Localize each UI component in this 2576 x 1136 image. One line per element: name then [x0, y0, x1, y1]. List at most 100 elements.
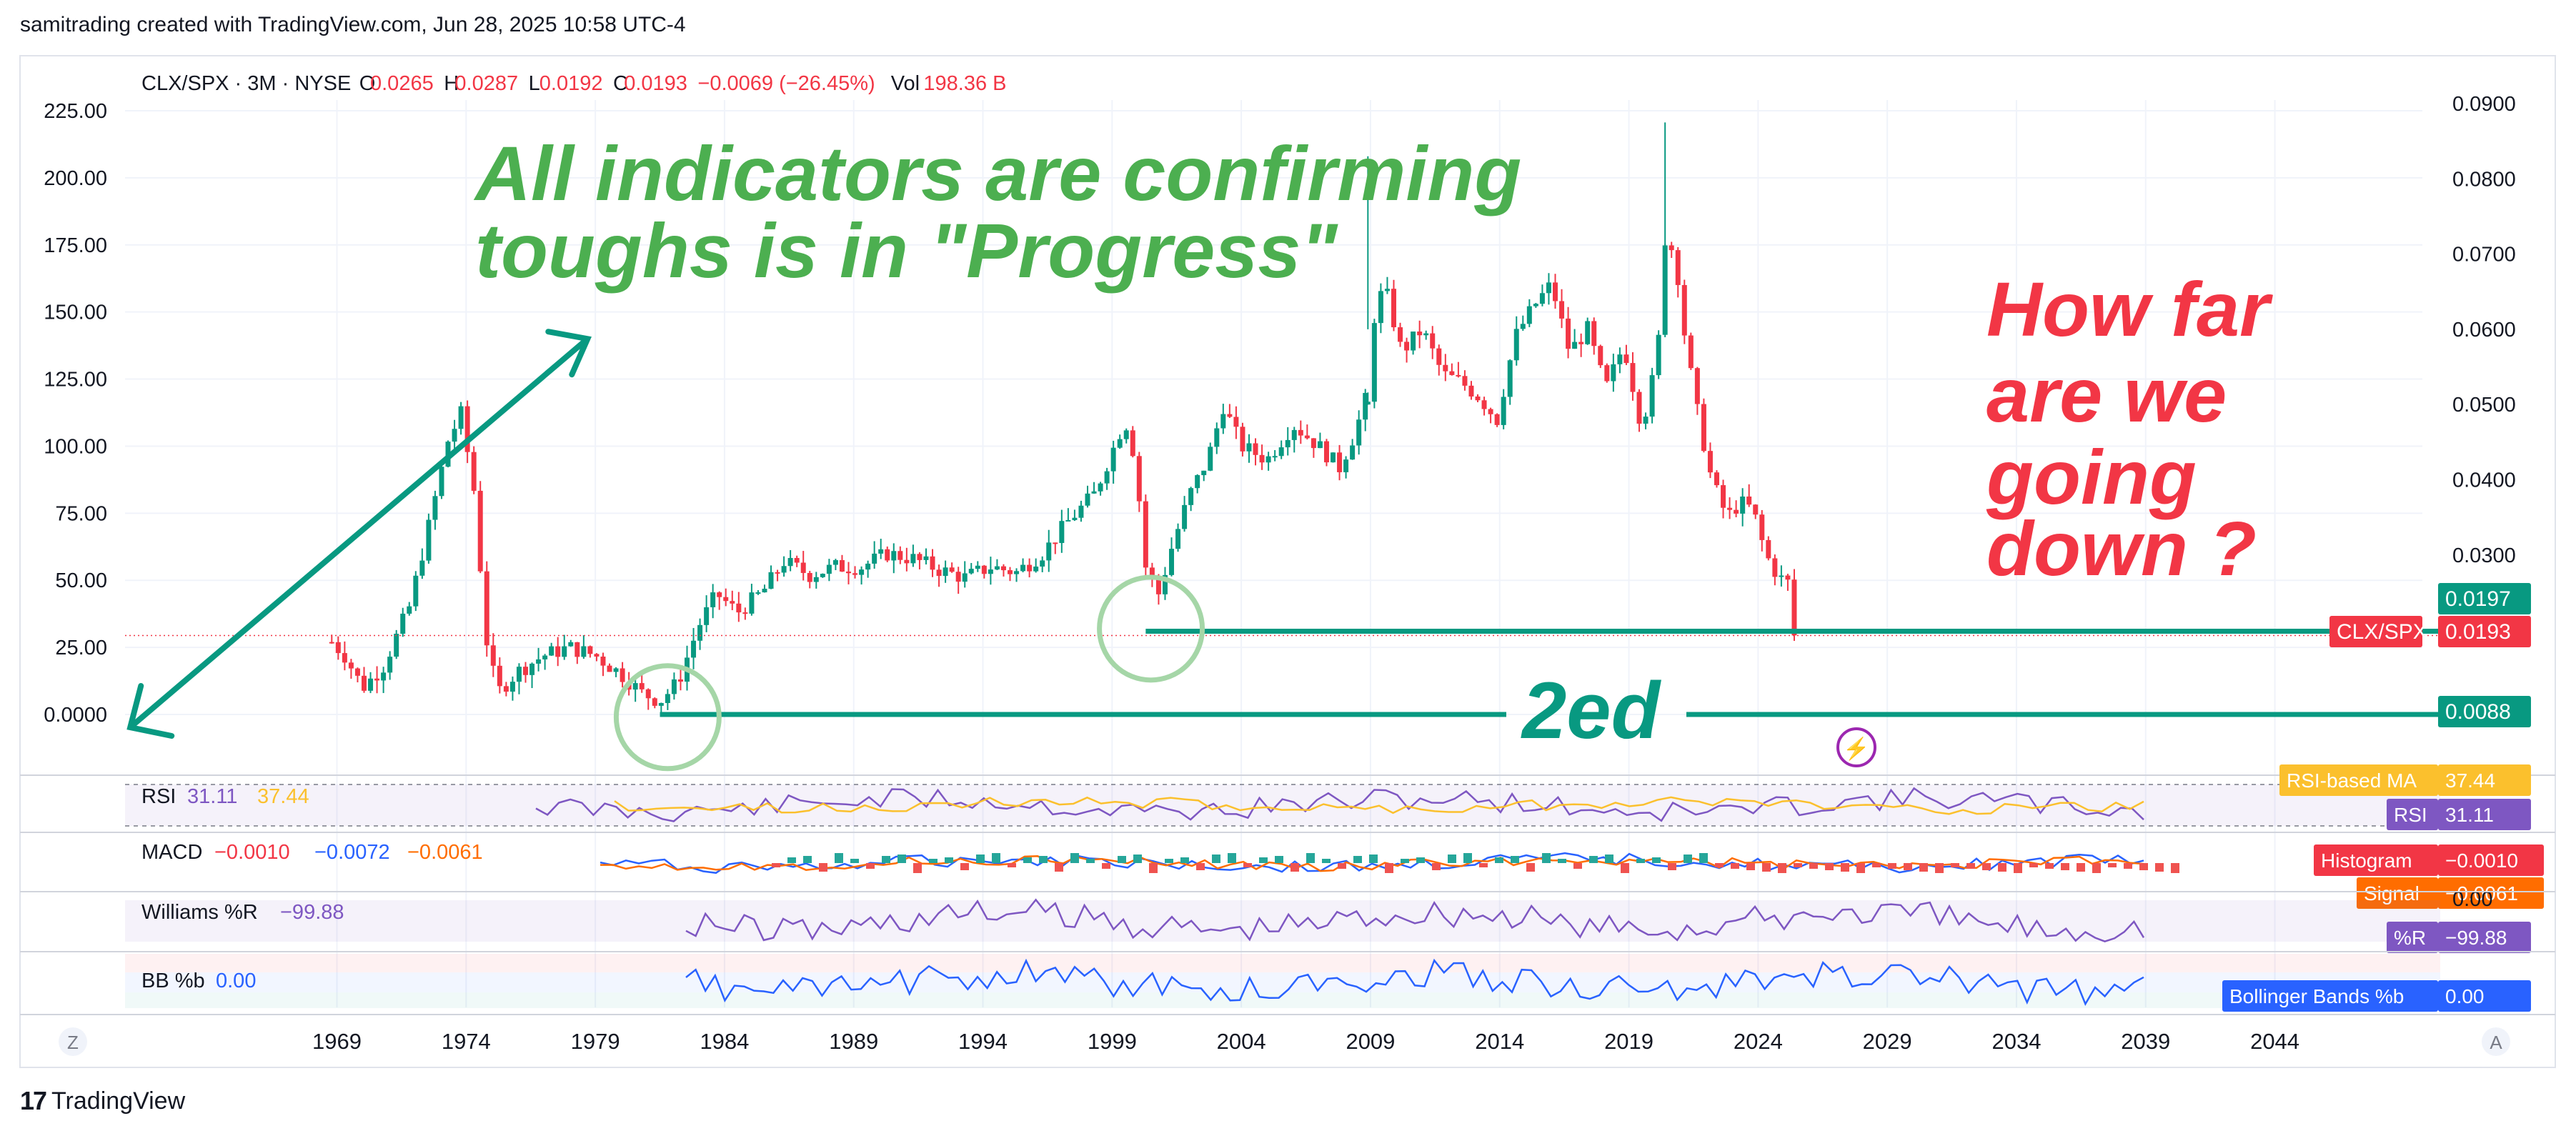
candle-body — [800, 562, 806, 573]
candle-body — [1411, 332, 1416, 351]
x-axis-tick: 2044 — [2250, 1029, 2299, 1054]
candle — [1456, 362, 1461, 378]
legend-l-label: L — [529, 72, 540, 95]
macd-histogram-bar — [1809, 863, 1818, 869]
candle — [1636, 389, 1642, 432]
bb-value-tag: 0.00 — [2445, 985, 2485, 1007]
candle-body — [1331, 452, 1336, 463]
candle-body — [1475, 396, 1481, 401]
macd-histogram-bar — [1416, 857, 1425, 863]
right-axis-tick: 0.0600 — [2452, 319, 2516, 342]
macd-histogram-bar — [1291, 863, 1299, 872]
candle-body — [1317, 441, 1323, 449]
x-axis-tick: 2034 — [1991, 1029, 2041, 1054]
macd-histogram-bar — [2155, 863, 2164, 872]
candle — [865, 560, 871, 578]
legend-change: −0.0069 (−26.45%) — [697, 72, 875, 95]
candle — [1059, 509, 1065, 553]
candle — [787, 549, 793, 572]
symbol-tag-value: 0.0193 — [2445, 620, 2511, 644]
candle-body — [1323, 441, 1329, 463]
candle-body — [639, 683, 645, 689]
candle-body — [1598, 346, 1603, 366]
candle-body — [1559, 301, 1565, 319]
candle — [859, 566, 865, 585]
candle-body — [419, 560, 425, 576]
macd-histogram-bar — [992, 853, 1000, 863]
macd-histogram-bar — [1385, 863, 1393, 873]
candle-body — [1630, 363, 1636, 392]
candle-body — [452, 429, 457, 442]
rsi-ma-tag-bg — [2279, 764, 2438, 796]
candle-body — [1014, 571, 1020, 574]
candle — [587, 645, 593, 658]
macd-histogram-bar — [976, 855, 985, 863]
candle-body — [1337, 452, 1343, 472]
histogram-value-tag: −0.0010 — [2445, 849, 2518, 872]
left-axis-tick: 50.00 — [55, 569, 107, 592]
zoom-right-label: A — [2490, 1032, 2502, 1053]
candle — [1053, 542, 1058, 554]
symbol-tag: CLX/SPX — [2337, 620, 2427, 644]
x-axis-tick: 2009 — [1346, 1029, 1395, 1054]
highlight-circle-1 — [613, 663, 722, 772]
macd-histogram-bar — [945, 857, 953, 863]
candle — [1785, 574, 1791, 591]
candle — [1384, 276, 1390, 294]
candle — [1417, 320, 1423, 349]
bb-upper-band — [125, 954, 2440, 972]
macd-histogram-bar — [1401, 859, 1409, 863]
candle — [885, 546, 890, 562]
rsi-value-1: 31.11 — [187, 785, 237, 808]
candle-body — [1694, 368, 1700, 404]
candle-body — [1311, 438, 1316, 449]
candle — [1681, 279, 1687, 344]
candle-body — [1740, 496, 1746, 514]
right-axis-tick: 0.0800 — [2452, 168, 2516, 191]
candle — [1188, 487, 1194, 512]
candle — [723, 588, 729, 607]
candle — [1008, 567, 1013, 582]
left-axis-tick: 150.00 — [44, 302, 107, 324]
macd-histogram-bar — [1684, 855, 1692, 863]
candle — [820, 573, 825, 578]
candle — [329, 634, 334, 644]
candle-body — [387, 657, 393, 673]
candle — [426, 513, 432, 564]
candle-body — [374, 678, 380, 681]
symbol-tag-value-bg — [2438, 616, 2531, 647]
candle — [1707, 442, 1713, 479]
candle-body — [536, 659, 542, 664]
candle-body — [755, 592, 761, 594]
macd-histogram-bar — [960, 863, 969, 870]
left-axis-tick: 0.0000 — [44, 704, 107, 727]
candle-body — [1494, 414, 1500, 425]
macd-histogram-bar — [1794, 863, 1802, 867]
rsi-band — [125, 784, 2440, 826]
candle-body — [432, 496, 438, 520]
candle — [1143, 494, 1148, 579]
candle — [1578, 333, 1584, 357]
tradingview-logo[interactable]: 17 TradingView — [20, 1086, 185, 1116]
tradingview-brand: TradingView — [51, 1087, 186, 1115]
candle — [1343, 456, 1349, 479]
candle — [1130, 426, 1135, 458]
candle-body — [697, 624, 703, 641]
x-axis-tick: 1969 — [312, 1029, 362, 1054]
candle-body — [439, 467, 444, 497]
candle-body — [665, 694, 670, 703]
candle-body — [1766, 539, 1771, 559]
left-axis-tick: 200.00 — [44, 167, 107, 190]
candle — [522, 662, 528, 683]
signal-value-tag-bg — [2438, 877, 2544, 909]
candle-body — [1779, 575, 1784, 577]
macd-histogram-bar — [2108, 863, 2117, 867]
candle — [813, 572, 819, 589]
candle-body — [1507, 360, 1513, 397]
macd-histogram-bar — [1023, 857, 1032, 863]
candle — [361, 667, 367, 693]
candle — [955, 567, 961, 594]
legend-symbol: CLX/SPX · 3M · NYSE — [141, 72, 351, 95]
candle — [1617, 347, 1623, 374]
